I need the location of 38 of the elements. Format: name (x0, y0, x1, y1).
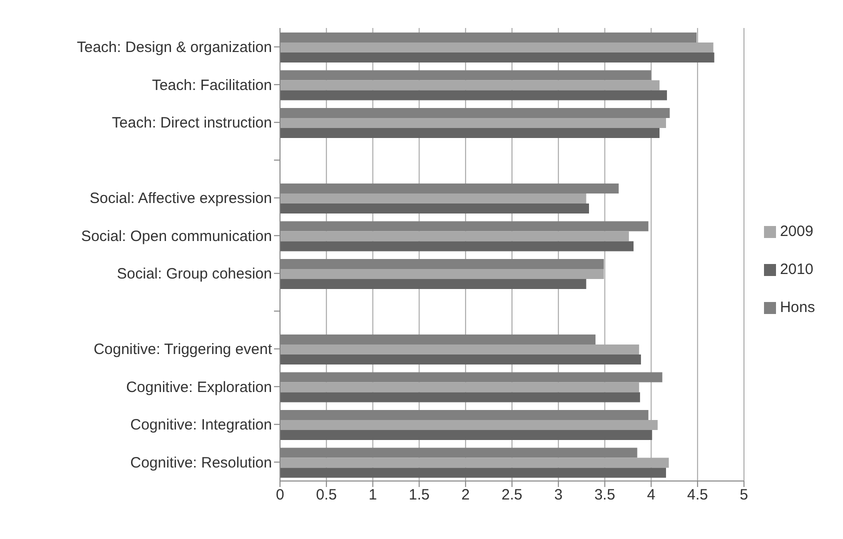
bar (280, 204, 590, 214)
x-tick-label: 4.5 (687, 486, 708, 504)
bar (280, 118, 666, 128)
x-tick-label: 3 (554, 486, 563, 504)
bar (280, 354, 641, 365)
legend-label: 2009 (780, 222, 814, 240)
y-tick-label: Teach: Design & organization (76, 39, 272, 56)
bar (280, 241, 634, 252)
bar (280, 392, 640, 402)
y-tick-label: Social: Affective expression (90, 190, 272, 208)
y-tick-label: Cognitive: Exploration (126, 378, 272, 396)
y-tick-label: Cognitive: Integration (130, 416, 272, 434)
bar (280, 231, 629, 242)
y-tick-label: Cognitive: Triggering event (94, 341, 273, 358)
x-tick-label: 2.5 (502, 486, 522, 504)
bar (280, 430, 652, 440)
bar (280, 194, 586, 204)
x-tick-label: 0 (276, 486, 284, 504)
bar (280, 128, 660, 138)
bar (280, 382, 640, 392)
x-tick-label: 3.5 (594, 486, 616, 504)
x-tick-label: 5 (740, 486, 748, 504)
bar (280, 468, 666, 478)
x-tick-label: 1 (368, 486, 377, 504)
x-tick-label: 0.5 (316, 486, 337, 504)
bar (280, 52, 714, 63)
legend-label: Hons (780, 298, 815, 316)
bar (280, 279, 586, 290)
x-tick-label: 4 (647, 486, 656, 504)
x-tick-label: 2 (461, 486, 470, 504)
y-tick-label: Teach: Direct instruction (112, 114, 272, 132)
y-tick-label: Cognitive: Resolution (130, 454, 272, 472)
y-tick-label: Social: Group cohesion (116, 266, 272, 283)
legend-label: 2010 (780, 260, 814, 278)
bar (280, 90, 667, 100)
y-tick-label: Teach: Facilitation (152, 76, 272, 94)
x-tick-label: 1.5 (408, 486, 430, 504)
y-tick-label: Social: Open communication (81, 228, 272, 245)
